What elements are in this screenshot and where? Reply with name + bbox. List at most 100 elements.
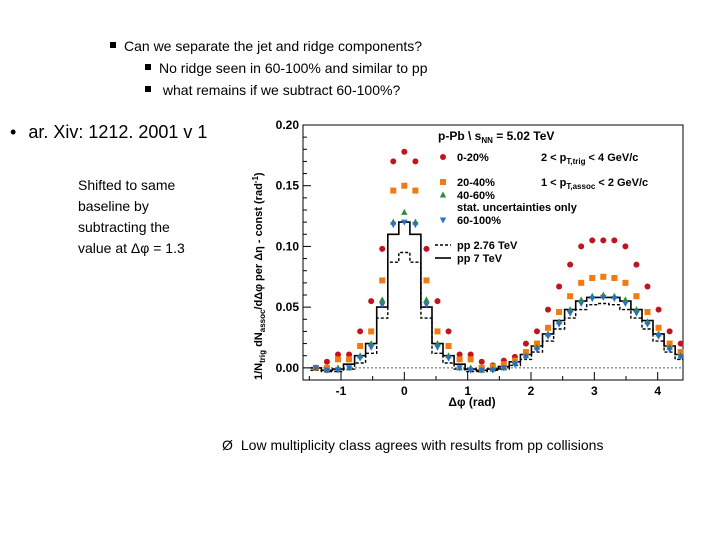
data-point-60-100- — [434, 344, 441, 351]
legend-stat-note: stat. uncertainties only — [457, 202, 578, 214]
data-point-60-100- — [533, 347, 541, 354]
data-point-0-20- — [611, 237, 618, 244]
plot-frame — [302, 124, 684, 381]
data-point-0-20- — [644, 283, 651, 290]
data-point-60-100- — [633, 310, 640, 317]
reference-bullet: • ar. Xiv: 1212. 2001 v 1 — [10, 122, 207, 143]
data-point-60-100- — [600, 294, 607, 301]
cut-trig: 2 < pT,trig < 4 GeV/c — [541, 152, 638, 166]
note-line-1: Shifted to same — [78, 177, 176, 193]
data-point-60-100- — [334, 367, 342, 374]
bullet-sub-2: what remains if we subtract 60-100%? — [145, 82, 400, 98]
data-point-60-100- — [323, 367, 331, 374]
legend-marker-20-40- — [440, 179, 446, 185]
data-point-60-100- — [577, 301, 585, 307]
axis-ticks: -1 0 1 2 3 4 0.00 0.05 0.10 0.15 0.20 — [276, 118, 662, 398]
data-point-20-40- — [556, 309, 563, 315]
x-tick-label: 2 — [528, 384, 535, 398]
data-point-20-40- — [533, 340, 540, 347]
note-line-3: subtracting the — [78, 219, 170, 235]
data-point-60-100- — [666, 347, 673, 354]
legend-label-20-40-: 20-40% — [457, 177, 495, 189]
data-point-20-40- — [500, 361, 507, 368]
data-point-0-20- — [677, 340, 684, 347]
data-point-0-20- — [522, 340, 529, 347]
square-bullet-icon — [145, 64, 151, 71]
data-point-60-100- — [644, 321, 651, 328]
data-point-20-40- — [578, 279, 585, 286]
legend-label-0-20-: 0-20% — [457, 152, 489, 164]
y-tick-label: 0.20 — [276, 118, 300, 132]
data-point-20-40- — [423, 277, 430, 284]
data-point-60-100- — [611, 296, 618, 303]
data-point-0-20- — [578, 243, 585, 250]
data-point-0-20- — [368, 298, 375, 305]
data-point-60-100- — [345, 365, 353, 372]
bullet-sub-2-text: what remains if we subtract 60-100%? — [159, 82, 401, 98]
data-point-0-20- — [434, 298, 441, 305]
data-point-0-20- — [445, 328, 452, 335]
data-point-40-60- — [566, 306, 574, 313]
data-point-0-20- — [622, 243, 629, 250]
data-point-60-100- — [555, 321, 563, 328]
data-point-0-20- — [357, 328, 364, 335]
legend-label-60-100-: 60-100% — [457, 215, 501, 227]
data-point-60-100- — [423, 302, 430, 309]
data-point-60-100- — [478, 367, 485, 374]
data-point-20-40- — [655, 324, 662, 331]
data-point-40-60- — [367, 340, 375, 347]
data-point-20-40- — [379, 277, 386, 284]
legend-marker-60-100- — [439, 217, 447, 224]
x-axis-label: Δφ (rad) — [448, 395, 495, 409]
data-point-0-20- — [545, 306, 552, 313]
data-point-0-20- — [401, 148, 408, 155]
bullet-sub-1-text: No ridge seen in 60-100% and similar to … — [159, 60, 428, 76]
note-line-2: baseline by — [78, 198, 149, 214]
square-bullet-icon — [145, 86, 151, 93]
legend: p-Pb \ sNN = 5.02 TeV 2 < pT,trig < 4 Ge… — [435, 129, 648, 265]
data-point-0-20- — [323, 358, 330, 365]
data-point-0-20- — [412, 158, 419, 165]
data-point-20-40- — [622, 279, 629, 286]
data-point-40-60- — [434, 340, 441, 347]
data-point-0-20- — [346, 351, 353, 358]
data-point-20-40- — [445, 343, 452, 349]
data-point-60-100- — [500, 365, 508, 372]
data-point-40-60- — [622, 296, 629, 303]
bullet-dot-icon: • — [10, 122, 17, 142]
data-point-40-60- — [577, 296, 585, 303]
data-point-0-20- — [456, 351, 463, 358]
data-point-60-100- — [522, 354, 530, 361]
data-point-0-20- — [379, 245, 386, 252]
correlation-chart: -1 0 1 2 3 4 0.00 0.05 0.10 0.15 0.20 1/Ntrig dNas… — [251, 118, 684, 409]
baseline-note: Shifted to same baseline by subtracting … — [78, 175, 218, 259]
data-point-60-100- — [677, 354, 684, 361]
cut-assoc: 1 < pT,assoc < 2 GeV/c — [541, 177, 648, 191]
data-point-0-20- — [589, 237, 596, 244]
data-point-60-100- — [312, 365, 320, 372]
data-point-60-100- — [467, 367, 474, 374]
data-point-60-100- — [589, 296, 596, 303]
data-point-20-40- — [401, 182, 408, 189]
data-point-60-100- — [445, 355, 452, 362]
data-point-0-20- — [335, 351, 342, 358]
data-point-40-60- — [423, 296, 430, 303]
data-point-20-40- — [677, 349, 684, 356]
x-tick-label: 0 — [401, 384, 408, 398]
data-point-60-100- — [390, 222, 397, 229]
data-point-20-40- — [666, 340, 673, 347]
data-point-20-40- — [522, 349, 529, 356]
arrow-bullet-icon: Ø — [222, 437, 233, 453]
y-axis-label: 1/Ntrig dNassoc/dΔφ per Δη - const (rad-… — [251, 172, 267, 380]
data-point-20-40- — [434, 328, 441, 335]
legend-marker-40-60- — [439, 191, 447, 198]
data-point-60-100- — [489, 367, 496, 374]
data-point-20-40- — [368, 328, 375, 335]
bullet-main: Can we separate the jet and ridge compon… — [110, 38, 422, 54]
data-point-20-40- — [390, 187, 397, 194]
data-point-60-100- — [456, 365, 463, 372]
data-point-0-20- — [633, 261, 640, 268]
data-point-60-100- — [566, 310, 574, 317]
data-point-60-100- — [544, 333, 552, 340]
